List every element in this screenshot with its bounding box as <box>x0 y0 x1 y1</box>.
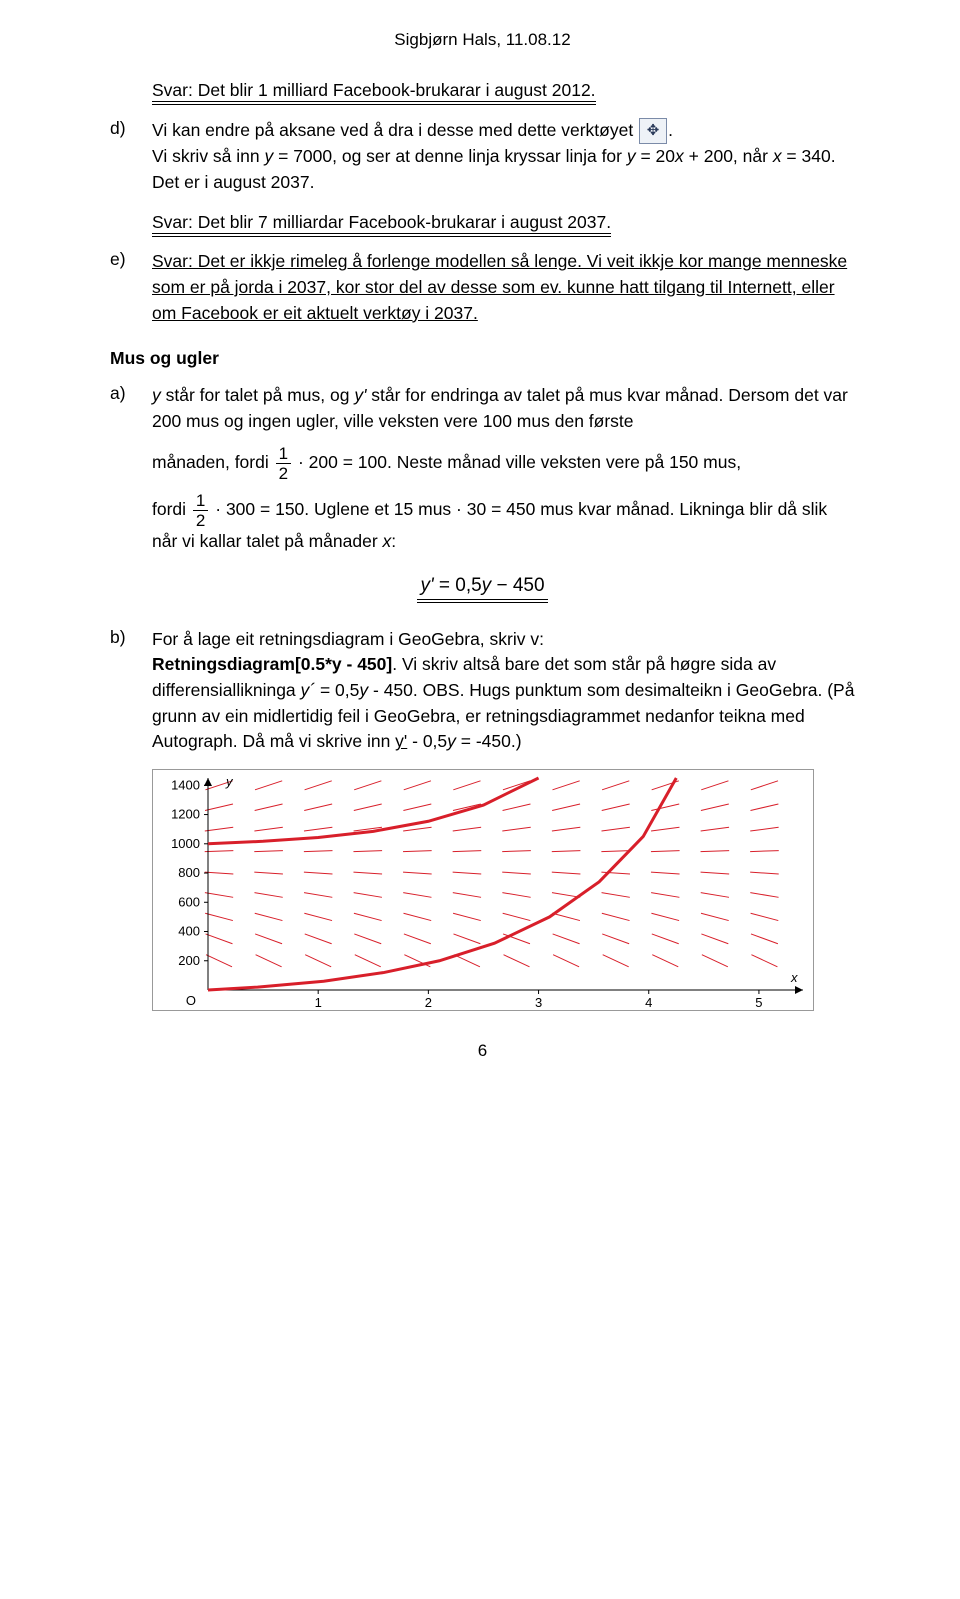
a-colon: : <box>391 531 396 551</box>
dot3: · <box>451 499 467 519</box>
d-l2a: Vi skriv så inn <box>152 146 265 166</box>
b-t3: y´ <box>301 680 316 700</box>
d-x2: x <box>773 146 782 166</box>
eq-eq: = <box>439 575 455 596</box>
item-d: d) Vi kan endre på aksane ved å dra i de… <box>110 118 855 196</box>
eq3: = <box>486 499 506 519</box>
eq-r1: 0,5 <box>455 575 481 596</box>
a-y: y <box>152 385 161 405</box>
svg-text:x: x <box>790 970 798 985</box>
answer-7: Svar: Det blir 7 milliardar Facebook-bru… <box>110 210 855 236</box>
eq-r2: y <box>482 575 492 596</box>
svg-text:600: 600 <box>178 894 200 909</box>
move-axes-icon <box>639 118 667 144</box>
svg-text:1: 1 <box>315 995 322 1010</box>
direction-field-chart: 200 400 600 800 1000 1200 1400 1 2 3 4 5 Oy x <box>153 770 813 1010</box>
equation-box: y' = 0,5y − 450 <box>417 575 547 603</box>
marker-b: b) <box>110 627 152 756</box>
b-t7: y' <box>395 731 407 751</box>
b-t8: - 0,5 <box>407 731 447 751</box>
equation-center: y' = 0,5y − 450 <box>110 575 855 603</box>
eq1: = <box>338 452 358 472</box>
body-e: Svar: Det er ikkje rimeleg å forlenge mo… <box>152 249 855 326</box>
a-300: 300 <box>226 499 255 519</box>
dot2: · <box>210 499 226 519</box>
a-l1b: står for talet på mus, og <box>161 385 355 405</box>
page: Sigbjørn Hals, 11.08.12 Svar: Det blir 1… <box>0 0 960 1091</box>
frac-num2: 1 <box>193 492 208 511</box>
item-a: a) y står for talet på mus, og y' står f… <box>110 383 855 554</box>
b-t9: y <box>447 731 456 751</box>
d-y2: y <box>627 146 636 166</box>
page-number: 6 <box>110 1041 855 1061</box>
body-d: Vi kan endre på aksane ved å dra i desse… <box>152 118 855 196</box>
frac-den: 2 <box>276 464 291 482</box>
svg-text:3: 3 <box>535 995 542 1010</box>
a-yprime: y' <box>354 385 366 405</box>
dot1: · <box>293 452 309 472</box>
eq2: = <box>255 499 275 519</box>
eq-minus: − <box>496 575 512 596</box>
a-200: 200 <box>309 452 338 472</box>
body-b: For å lage eit retningsdiagram i GeoGebr… <box>152 627 855 756</box>
frac-den2: 2 <box>193 511 208 529</box>
item-e: e) Svar: Det er ikkje rimeleg å forlenge… <box>110 249 855 326</box>
a-15mus: 15 mus <box>394 499 451 519</box>
eq-lhs: y' <box>420 575 433 596</box>
svg-text:400: 400 <box>178 924 200 939</box>
d-pre: Vi kan endre på aksane ved å dra i desse… <box>152 120 638 140</box>
d-y1: y <box>265 146 274 166</box>
d-l2b: = 7000, og ser at denne linja kryssar li… <box>273 146 627 166</box>
a-100: 100 <box>358 452 387 472</box>
section-mus-ugler: Mus og ugler <box>110 348 855 369</box>
b-t5: y <box>359 680 368 700</box>
frac-1-2a: 12 <box>276 445 291 482</box>
svg-text:5: 5 <box>755 995 762 1010</box>
a-450mus: 450 mus <box>506 499 573 519</box>
svg-text:O: O <box>186 993 196 1008</box>
answer-a-text: Svar: Det blir 1 milliard Facebook-bruka… <box>152 80 596 105</box>
svg-text:1400: 1400 <box>171 777 200 792</box>
marker-a: a) <box>110 383 152 554</box>
a-30: 30 <box>467 499 486 519</box>
a-l3d: . Uglene et <box>304 499 394 519</box>
svg-text:1200: 1200 <box>171 807 200 822</box>
item-b: b) For å lage eit retningsdiagram i GeoG… <box>110 627 855 756</box>
svg-text:2: 2 <box>425 995 432 1010</box>
e-text: Svar: Det er ikkje rimeleg å forlenge mo… <box>152 251 847 322</box>
chart-container: 200 400 600 800 1000 1200 1400 1 2 3 4 5 Oy x <box>152 769 855 1011</box>
a-150: 150 <box>275 499 304 519</box>
svg-text:1000: 1000 <box>171 836 200 851</box>
answer-a: Svar: Det blir 1 milliard Facebook-bruka… <box>110 78 855 104</box>
svg-text:4: 4 <box>645 995 652 1010</box>
frac-num: 1 <box>276 445 291 464</box>
eq-r3: 450 <box>513 575 545 596</box>
body-a: y står for talet på mus, og y' står for … <box>152 383 855 554</box>
marker-e: e) <box>110 249 152 326</box>
marker-d: d) <box>110 118 152 196</box>
a-l3a: fordi <box>152 499 191 519</box>
b-t1: For å lage eit retningsdiagram i GeoGebr… <box>152 629 544 649</box>
d-l2d: + 200, når <box>684 146 773 166</box>
b-cmd: Retningsdiagram[0.5*y - 450] <box>152 654 392 674</box>
a-l2a: månaden, fordi <box>152 452 274 472</box>
d-post: . <box>668 120 673 140</box>
d-x1: x <box>675 146 684 166</box>
a-x: x <box>383 531 392 551</box>
b-t10: = -450.) <box>456 731 522 751</box>
b-t4: = 0,5 <box>315 680 359 700</box>
answer-7-text: Svar: Det blir 7 milliardar Facebook-bru… <box>152 212 611 237</box>
svg-text:200: 200 <box>178 953 200 968</box>
a-l2d: . Neste månad ville veksten vere på 150 … <box>387 452 741 472</box>
svg-text:800: 800 <box>178 865 200 880</box>
svg-text:y: y <box>225 774 234 789</box>
frac-1-2b: 12 <box>193 492 208 529</box>
d-l2c: = 20 <box>636 146 675 166</box>
page-header: Sigbjørn Hals, 11.08.12 <box>110 30 855 50</box>
chart-frame: 200 400 600 800 1000 1200 1400 1 2 3 4 5 Oy x <box>152 769 814 1011</box>
